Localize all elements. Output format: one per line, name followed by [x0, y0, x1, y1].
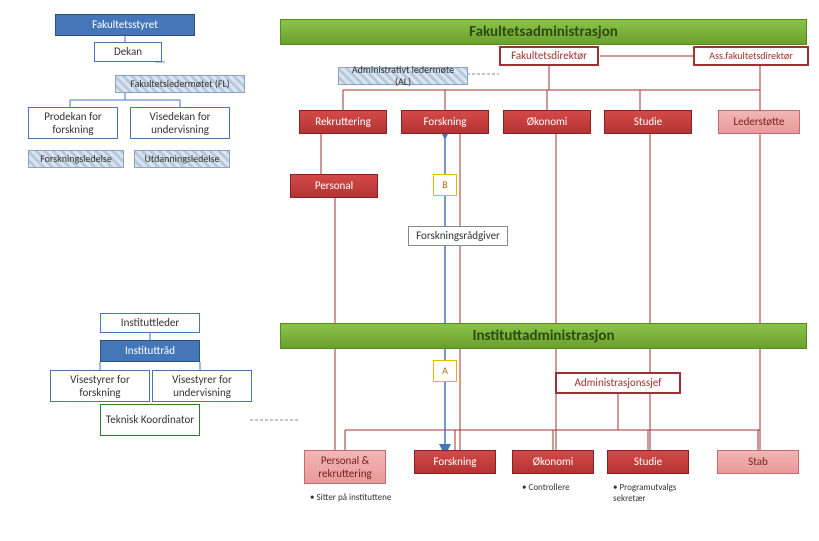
box-forskning-top: Forskning — [401, 110, 489, 134]
box-forskningsledelse: Forskningsledelse — [28, 150, 124, 168]
box-personal-rekruttering: Personal & rekruttering — [304, 450, 386, 484]
box-lederstotte: Lederstøtte — [718, 110, 800, 134]
note-programutvalg: • Programutvalgs sekretær — [613, 482, 703, 504]
box-personal: Personal — [290, 174, 378, 198]
box-forskning-bottom: Forskning — [414, 450, 496, 474]
box-utdanningsledelse: Utdanningsledelse — [134, 150, 230, 168]
box-studie-top: Studie — [604, 110, 692, 134]
box-administrasjonssjef: Administrasjonssjef — [555, 372, 681, 394]
box-studie-bottom: Studie — [607, 450, 689, 474]
box-teknisk-koordinator: Teknisk Koordinator — [100, 404, 200, 436]
box-visestyrer-forskning: Visestyrer for forskning — [50, 370, 150, 402]
box-prodekan: Prodekan for forskning — [28, 107, 118, 139]
note-controllere: • Controllere — [522, 482, 602, 493]
bar-instituttadministrasjon: Instituttadministrasjon — [280, 323, 807, 349]
note-sitter: • Sitter på instituttene — [310, 492, 430, 503]
box-adm-ledermote: Administrativt ledermøte (AL) — [338, 67, 468, 85]
box-fakultetsstyret: Fakultetsstyret — [55, 14, 195, 36]
box-visestyrer-undervisning: Visestyrer for undervisning — [152, 370, 252, 402]
box-instituttrad: Instituttråd — [100, 340, 200, 362]
box-dekan: Dekan — [94, 42, 162, 62]
bar-fakultetsadministrasjon: Fakultetsadministrasjon — [280, 19, 807, 45]
box-b-label: B — [433, 174, 457, 196]
box-instituttleder: Instituttleder — [100, 313, 200, 333]
box-okonomi-top: Økonomi — [503, 110, 591, 134]
box-forskningsradgiver: Forskningsrådgiver — [408, 226, 508, 246]
box-a-label: A — [433, 360, 457, 382]
box-fakultetsledermotet: Fakultetsledermøtet (FL) — [115, 75, 245, 93]
box-fakultetsdirektor: Fakultetsdirektør — [499, 46, 599, 66]
box-okonomi-bottom: Økonomi — [512, 450, 594, 474]
box-visedekan: Visedekan for undervisning — [130, 107, 230, 139]
box-ass-fakultetsdirektor: Ass.fakultetsdirektør — [693, 46, 809, 66]
box-stab: Stab — [717, 450, 799, 474]
box-rekruttering: Rekruttering — [299, 110, 387, 134]
